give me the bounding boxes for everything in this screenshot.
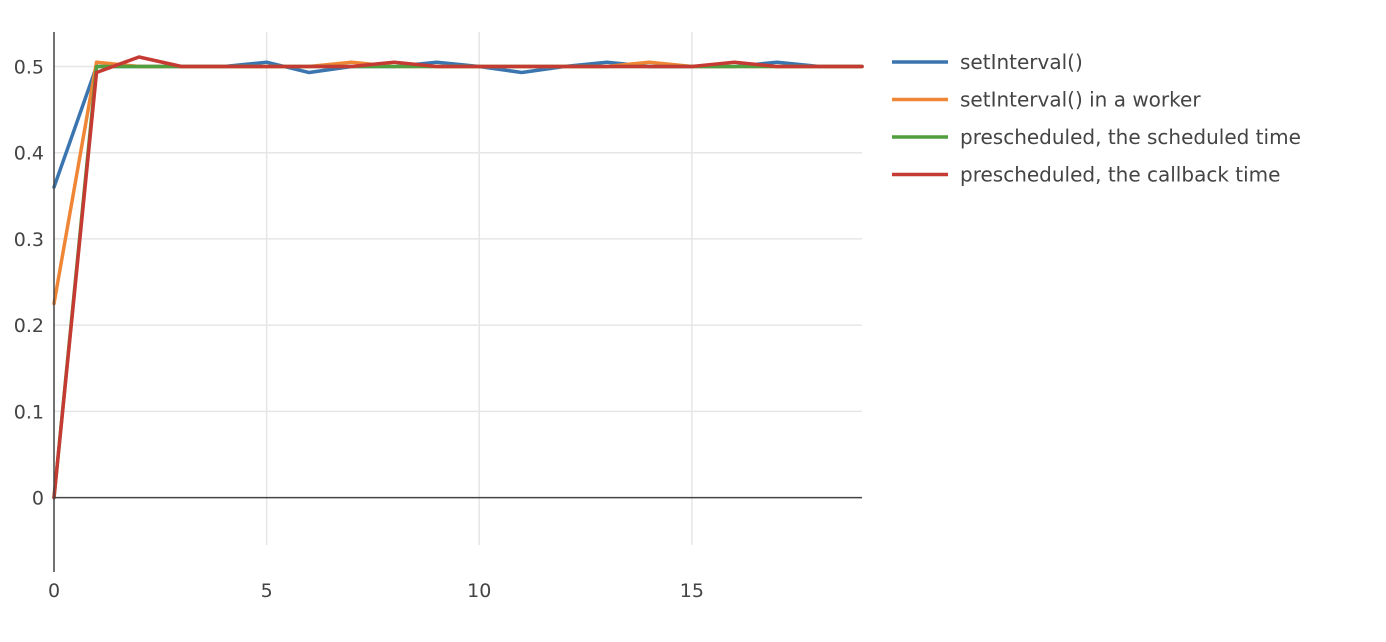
axes (53, 32, 862, 572)
y-tick-label: 0.5 (14, 56, 44, 78)
series-lines (52, 55, 864, 500)
y-tick-label: 0 (32, 488, 44, 510)
y-tick-label: 0.4 (14, 143, 44, 165)
legend-label: setInterval() in a worker (960, 88, 1201, 112)
y-tick-label: 0.1 (14, 401, 44, 423)
x-tick-label: 10 (467, 580, 491, 602)
legend-label: setInterval() (960, 50, 1083, 74)
series-line-2 (52, 60, 864, 306)
legend-label: prescheduled, the scheduled time (960, 125, 1301, 149)
legend-item[interactable]: prescheduled, the callback time (892, 163, 1280, 187)
legend-item[interactable]: prescheduled, the scheduled time (892, 125, 1301, 149)
legend-item[interactable]: setInterval() (892, 50, 1083, 74)
legend-label: prescheduled, the callback time (960, 163, 1280, 187)
legend-item[interactable]: setInterval() in a worker (892, 88, 1201, 112)
series-line-4 (52, 55, 864, 500)
grid-lines (54, 32, 862, 545)
tick-labels: 0 0.1 0.2 0.3 0.4 0.5 0 5 10 15 (14, 56, 704, 602)
y-tick-label: 0.2 (14, 315, 44, 337)
x-tick-label: 0 (48, 580, 60, 602)
series-line-3 (52, 64, 864, 500)
y-tick-label: 0.3 (14, 229, 44, 251)
legend[interactable]: setInterval() setInterval() in a worker pr… (892, 50, 1301, 187)
x-tick-label: 15 (680, 580, 704, 602)
series-line-1 (52, 60, 864, 189)
x-tick-label: 5 (261, 580, 273, 602)
